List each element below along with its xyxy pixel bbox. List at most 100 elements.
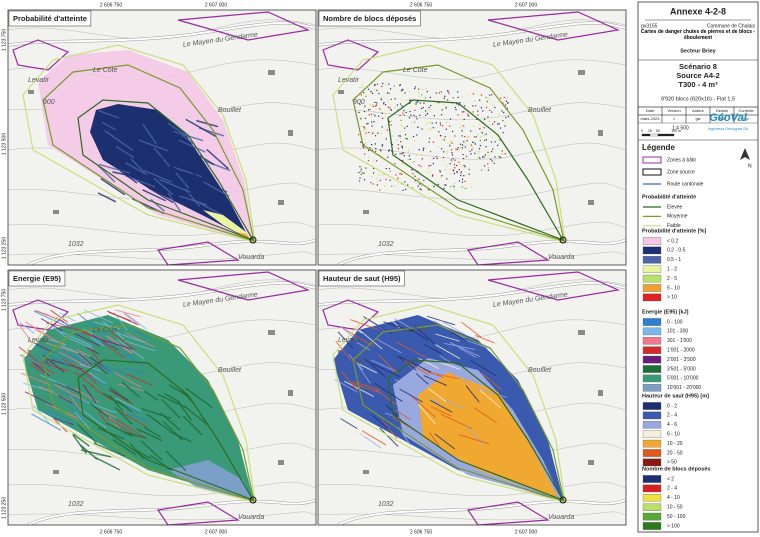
legend-label: Elevée xyxy=(667,204,683,210)
deposit xyxy=(481,156,484,158)
streak xyxy=(30,364,45,375)
legend-swatch xyxy=(642,402,662,410)
streak xyxy=(458,347,477,358)
streak xyxy=(475,334,495,344)
deposit xyxy=(399,103,402,105)
deposit xyxy=(389,121,391,123)
deposit xyxy=(490,158,492,161)
deposit xyxy=(441,125,444,127)
deposit xyxy=(381,144,384,146)
deposit xyxy=(405,111,407,114)
deposit xyxy=(390,119,392,122)
deposit xyxy=(370,103,372,105)
streak xyxy=(41,350,68,366)
deposit xyxy=(417,125,419,128)
deposit xyxy=(408,149,410,151)
streak xyxy=(74,411,91,430)
deposit xyxy=(453,172,455,175)
deposit xyxy=(451,142,453,144)
deposit xyxy=(479,145,481,147)
streak xyxy=(130,158,148,176)
deposit xyxy=(376,160,378,162)
deposit xyxy=(401,146,403,148)
streak xyxy=(418,404,436,425)
deposit xyxy=(437,101,440,104)
legend-label: 0.2 - 0.5 xyxy=(667,248,686,254)
deposit xyxy=(479,139,481,142)
place-label: Vouarda xyxy=(548,514,574,521)
deposit xyxy=(494,129,496,132)
deposit xyxy=(505,116,507,119)
deposit xyxy=(435,156,437,158)
deposit xyxy=(459,147,461,149)
deposit xyxy=(484,155,486,157)
deposit xyxy=(381,112,383,114)
streak xyxy=(114,372,142,388)
deposit xyxy=(384,114,387,117)
legend-label: 5 - 10 xyxy=(667,285,680,291)
deposit xyxy=(363,129,365,131)
deposit xyxy=(486,100,488,103)
streak xyxy=(78,354,92,367)
deposit xyxy=(443,151,445,153)
deposit xyxy=(472,147,474,149)
deposit xyxy=(426,122,429,124)
deposit xyxy=(421,158,423,160)
deposit xyxy=(446,152,448,155)
deposit xyxy=(440,124,442,126)
deposit xyxy=(423,180,425,182)
deposit xyxy=(373,159,375,161)
streak xyxy=(57,394,73,404)
panel-frame xyxy=(317,269,627,526)
streak xyxy=(33,310,66,327)
x-coordinate: 2 607 000 xyxy=(205,2,227,8)
envelope-low xyxy=(332,44,566,243)
deposit xyxy=(443,159,445,162)
streak xyxy=(439,355,466,372)
streak xyxy=(342,327,375,348)
legend-label: 5'001 - 10'000 xyxy=(667,376,699,382)
streak xyxy=(102,320,125,340)
deposit xyxy=(460,163,462,165)
probability-high xyxy=(203,210,251,240)
deposit xyxy=(381,145,383,147)
deposit xyxy=(402,89,404,91)
table-header: Auteur xyxy=(692,108,704,113)
deposit xyxy=(478,156,480,158)
deposit xyxy=(460,172,462,174)
streak xyxy=(75,333,101,347)
deposit xyxy=(472,105,474,107)
legend-swatch xyxy=(642,439,662,448)
streak xyxy=(175,172,190,189)
streak xyxy=(395,341,427,359)
table-value: jbp xyxy=(742,116,749,121)
deposit xyxy=(480,169,483,171)
deposit xyxy=(427,128,430,131)
streak xyxy=(125,162,146,175)
legend-label: Route cantonale xyxy=(667,181,704,187)
streak xyxy=(98,163,131,174)
streak xyxy=(100,177,126,196)
deposit xyxy=(360,118,362,120)
streak xyxy=(114,331,146,344)
deposit xyxy=(504,122,506,124)
envelope-low xyxy=(332,304,566,503)
deposit xyxy=(438,131,440,133)
panel-title: Hauteur de saut (H95) xyxy=(323,274,401,283)
streak xyxy=(89,402,110,418)
streak xyxy=(54,384,86,402)
deposit xyxy=(461,178,464,180)
deposit xyxy=(491,151,493,153)
streak xyxy=(371,363,401,378)
deposit xyxy=(375,150,377,153)
streak xyxy=(142,154,166,170)
streak xyxy=(188,191,220,209)
streak xyxy=(153,171,185,185)
source: Source A4-2 xyxy=(676,71,720,80)
blocks: 9'920 blocs (620x16) - Flat 1.5 xyxy=(661,96,735,102)
deposit xyxy=(467,95,470,97)
deposit xyxy=(479,128,481,130)
deposit xyxy=(485,133,487,135)
deposit xyxy=(384,104,387,106)
deposit xyxy=(464,146,466,148)
